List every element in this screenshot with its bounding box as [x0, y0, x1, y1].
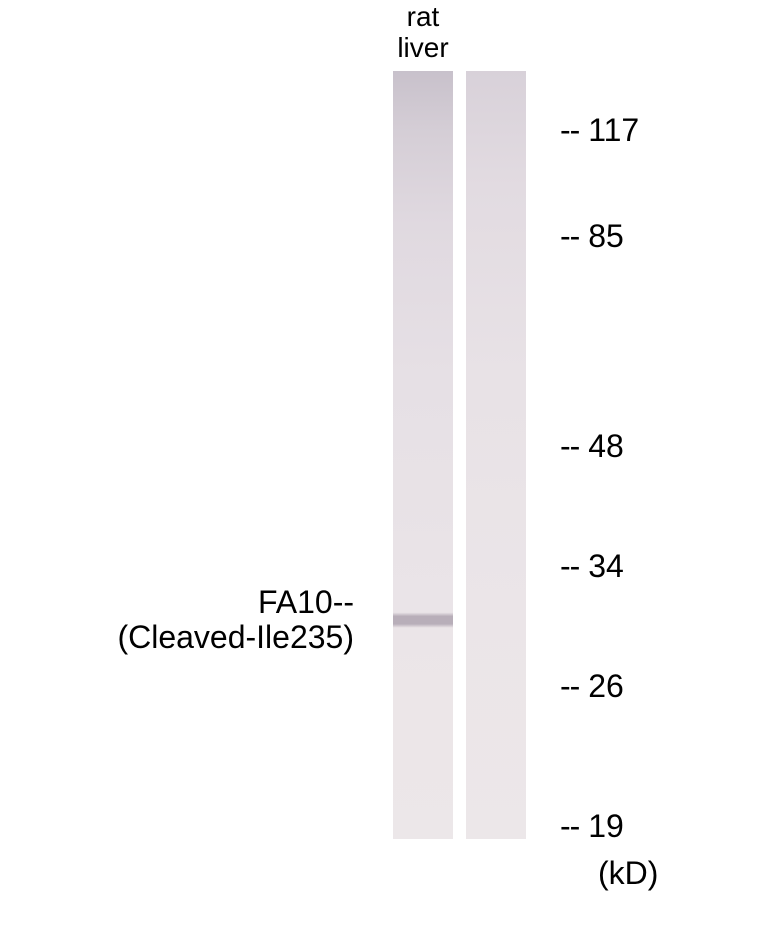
mw-marker-85: -- 85	[560, 218, 624, 255]
marker-value: 26	[588, 668, 624, 704]
unit-text: (kD)	[598, 855, 658, 891]
marker-dash: --	[560, 668, 579, 705]
mw-unit-label: (kD)	[598, 855, 658, 892]
sample-label: rat liver	[378, 2, 468, 64]
western-blot-figure: rat liver	[0, 0, 759, 939]
marker-dash: --	[560, 218, 579, 255]
lane-background-1	[393, 71, 453, 839]
mw-marker-34: -- 34	[560, 548, 624, 585]
marker-value: 34	[588, 548, 624, 584]
marker-dash: --	[560, 428, 579, 465]
sample-label-line2: liver	[397, 32, 448, 63]
target-name-line2: (Cleaved-Ile235)	[117, 619, 354, 655]
mw-marker-48: -- 48	[560, 428, 624, 465]
marker-dash: --	[560, 808, 579, 845]
marker-dash: --	[560, 112, 579, 149]
mw-marker-26: -- 26	[560, 668, 624, 705]
sample-label-line1: rat	[407, 1, 440, 32]
target-dash-line1: --	[333, 584, 354, 620]
mw-marker-19: -- 19	[560, 808, 624, 845]
blot-lane-control	[465, 70, 527, 840]
marker-value: 48	[588, 428, 624, 464]
marker-value: 85	[588, 218, 624, 254]
marker-value: 117	[588, 112, 639, 148]
blot-lane-sample	[392, 70, 454, 840]
marker-dash: --	[560, 548, 579, 585]
mw-marker-117: -- 117	[560, 112, 639, 149]
marker-value: 19	[588, 808, 624, 844]
target-label: FA10-- (Cleaved-Ile235)	[24, 585, 354, 655]
lane-background-2	[466, 71, 526, 839]
target-name-line1: FA10	[258, 584, 333, 620]
